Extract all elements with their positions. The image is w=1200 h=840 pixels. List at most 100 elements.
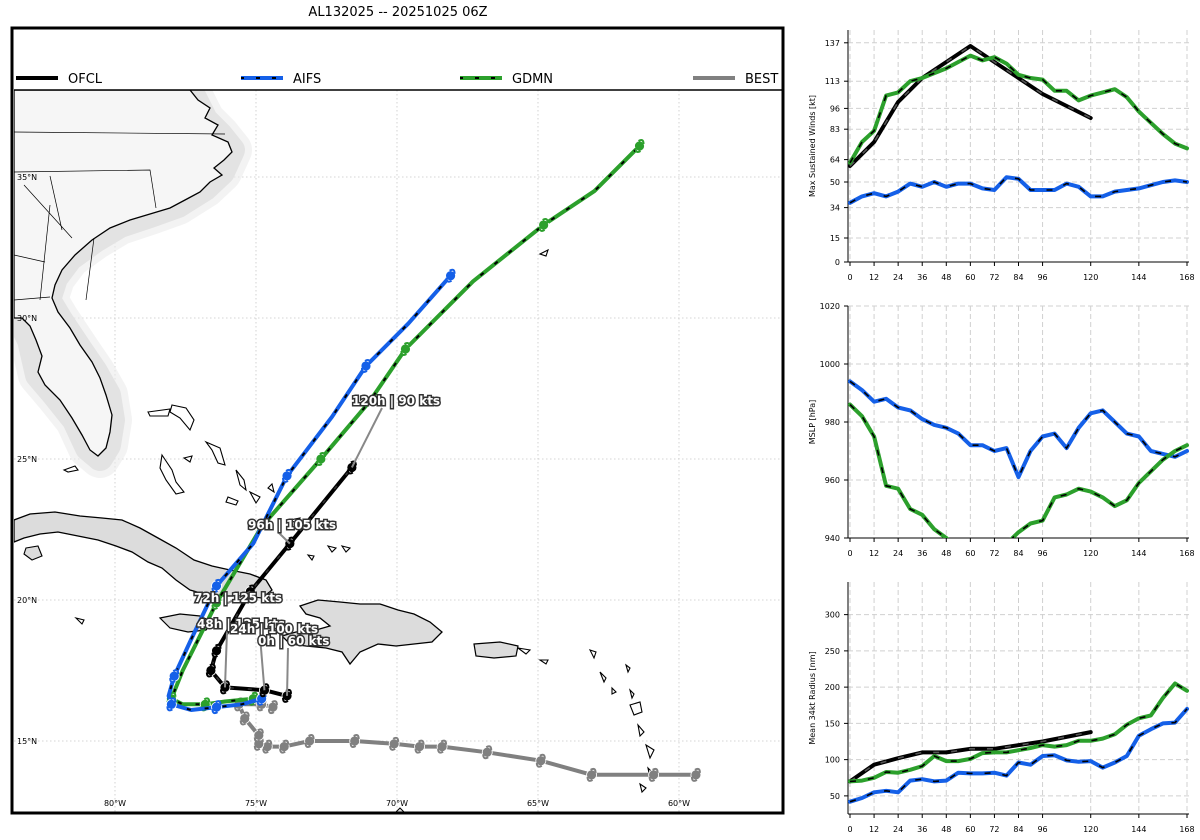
x-tick-label: 84 bbox=[1013, 825, 1023, 834]
annotation-label: 96h | 105 kts bbox=[248, 518, 336, 532]
x-tick-label: 24 bbox=[893, 825, 903, 834]
land-cuba bbox=[14, 511, 273, 599]
y-tick-label: 15 bbox=[830, 234, 840, 243]
land-north-america bbox=[14, 90, 233, 457]
y-tick-label: 100 bbox=[825, 756, 840, 765]
y-tick-label: 113 bbox=[825, 77, 840, 86]
y-tick-label: 1020 bbox=[820, 302, 840, 311]
series-dash-aifs bbox=[849, 176, 1188, 204]
x-tick-label: 0 bbox=[847, 825, 852, 834]
track-point-aifs bbox=[168, 669, 180, 684]
x-tick-label: 60 bbox=[965, 825, 975, 834]
lon-label: 65°W bbox=[527, 799, 549, 808]
legend-label: GDMN bbox=[512, 72, 553, 87]
x-tick-label: 144 bbox=[1131, 549, 1146, 558]
track-point-best bbox=[690, 767, 702, 782]
figure-title: AL132025 -- 20251025 06Z bbox=[308, 5, 487, 20]
track-point-aifs bbox=[445, 268, 456, 283]
x-tick-label: 24 bbox=[893, 549, 903, 558]
track-dash-aifs bbox=[167, 275, 452, 712]
forecast-tracks bbox=[165, 138, 702, 782]
x-tick-label: 96 bbox=[1037, 825, 1047, 834]
track-point-best bbox=[388, 736, 400, 751]
legend: OFCL AIFS GDMN BEST bbox=[14, 30, 782, 91]
track-point-best bbox=[349, 734, 361, 748]
x-tick-label: 84 bbox=[1013, 549, 1023, 558]
series-dash-ofcl bbox=[849, 45, 1092, 167]
track-point-gdmn bbox=[634, 138, 645, 153]
lon-label: 80°W bbox=[104, 799, 126, 808]
x-tick-label: 36 bbox=[917, 273, 927, 282]
track-point-ofcl bbox=[211, 643, 222, 658]
track-point-ofcl bbox=[205, 663, 217, 678]
track-point-aifs bbox=[281, 468, 293, 483]
y-tick-label: 96 bbox=[830, 104, 840, 113]
lon-label: 75°W bbox=[245, 799, 267, 808]
y-tick-label: 250 bbox=[825, 647, 840, 656]
track-ofcl bbox=[205, 460, 358, 703]
track-point-best bbox=[414, 739, 425, 754]
x-tick-label: 24 bbox=[893, 273, 903, 282]
track-point-best bbox=[253, 728, 265, 743]
legend-item-aifs: AIFS bbox=[241, 72, 321, 87]
x-tick-label: 12 bbox=[869, 549, 879, 558]
y-tick-label: 0 bbox=[835, 258, 840, 267]
y-tick-label: 1000 bbox=[820, 360, 840, 369]
track-point-best bbox=[436, 739, 448, 754]
track-point-gdmn bbox=[538, 217, 550, 232]
x-tick-label: 144 bbox=[1131, 825, 1146, 834]
y-tick-label: 150 bbox=[825, 719, 840, 728]
x-tick-label: 36 bbox=[917, 825, 927, 834]
series-dash-aifs bbox=[849, 708, 1188, 803]
y-axis-label: Max Sustained Winds [kt] bbox=[808, 95, 817, 197]
series-dash-aifs bbox=[849, 380, 1188, 480]
land-puerto-rico bbox=[473, 641, 519, 659]
lon-labels: 80°W 75°W 70°W 65°W 60°W bbox=[104, 799, 690, 808]
track-line-ofcl bbox=[208, 465, 354, 698]
track-point-gdmn bbox=[315, 452, 327, 466]
annotation-label: 0h | 60 kts bbox=[258, 634, 329, 648]
y-tick-label: 50 bbox=[830, 792, 840, 801]
right-panels: 0 12 24 36 48 60 72 84 96 120 144 16801534506483961… bbox=[808, 30, 1195, 834]
x-tick-label: 36 bbox=[917, 549, 927, 558]
legend-item-gdmn: GDMN bbox=[460, 72, 553, 87]
lat-label: 20°N bbox=[17, 596, 37, 605]
x-tick-label: 120 bbox=[1083, 549, 1098, 558]
track-point-best bbox=[481, 745, 493, 760]
track-best bbox=[233, 697, 702, 782]
y-tick-label: 83 bbox=[830, 125, 840, 134]
track-point-aifs bbox=[211, 578, 222, 593]
x-tick-label: 12 bbox=[869, 273, 879, 282]
annotation-leader bbox=[223, 590, 251, 606]
series-line-gdmn bbox=[848, 53, 1189, 165]
y-axis-label: Mean 34kt Radius [nm] bbox=[808, 651, 817, 744]
x-tick-label: 0 bbox=[847, 273, 852, 282]
legend-label: BEST bbox=[745, 72, 778, 87]
x-tick-label: 72 bbox=[989, 549, 999, 558]
lon-label: 70°W bbox=[386, 799, 408, 808]
x-tick-label: 144 bbox=[1131, 273, 1146, 282]
x-tick-label: 84 bbox=[1013, 273, 1023, 282]
annotation-leader bbox=[350, 407, 383, 468]
x-tick-label: 120 bbox=[1083, 273, 1098, 282]
annotation-label: 24h | 100 kts bbox=[230, 622, 318, 636]
annotation-label: 120h | 90 kts bbox=[352, 394, 440, 408]
x-tick-label: 168 bbox=[1179, 549, 1194, 558]
track-point-best bbox=[267, 700, 279, 715]
x-tick-label: 72 bbox=[989, 273, 999, 282]
lat-label: 15°N bbox=[17, 737, 37, 746]
track-aifs bbox=[165, 268, 456, 715]
y-tick-label: 137 bbox=[825, 39, 840, 48]
panel-1: 0 12 24 36 48 60 72 84 96 120 144 168 0 15 34 50 64 83 96 1… bbox=[808, 30, 1195, 282]
x-tick-label: 72 bbox=[989, 825, 999, 834]
x-tick-label: 48 bbox=[941, 549, 951, 558]
track-point-aifs bbox=[211, 700, 222, 715]
y-axis-label: MSLP [hPa] bbox=[808, 400, 817, 444]
y-tick-label: 34 bbox=[830, 204, 840, 213]
y-tick-label: 200 bbox=[825, 683, 840, 692]
map-frame bbox=[10, 26, 785, 815]
lat-label: 30°N bbox=[17, 314, 37, 323]
track-point-gdmn bbox=[211, 595, 222, 610]
y-tick-label: 980 bbox=[825, 418, 840, 427]
